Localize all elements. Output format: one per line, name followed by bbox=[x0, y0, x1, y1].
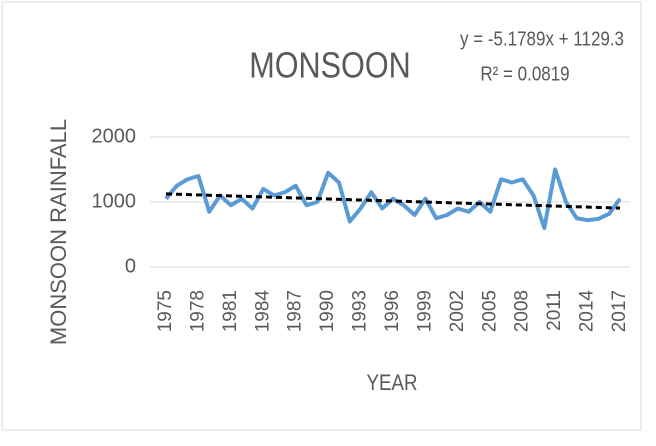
x-tick-label: 2005 bbox=[479, 290, 500, 332]
chart-title: MONSOON bbox=[249, 46, 410, 86]
trend-equation: y = -5.1789x + 1129.3 bbox=[460, 27, 624, 50]
x-tick-label: 1996 bbox=[382, 290, 403, 332]
trend-r2: R² = 0.0819 bbox=[480, 62, 569, 85]
x-tick-label: 2011 bbox=[544, 290, 565, 331]
x-tick-label: 1999 bbox=[414, 290, 435, 332]
data-line bbox=[164, 167, 622, 230]
x-tick-label: 2002 bbox=[447, 290, 468, 332]
x-tick-label: 1981 bbox=[220, 290, 241, 332]
y-tick-label: 1000 bbox=[92, 190, 137, 212]
x-tick-label: 1990 bbox=[317, 290, 338, 332]
trendline bbox=[165, 192, 621, 210]
y-tick-label: 0 bbox=[125, 255, 136, 277]
x-tick-label: 2014 bbox=[577, 290, 598, 333]
x-tick-label: 1984 bbox=[252, 290, 273, 333]
y-tick-label: 2000 bbox=[92, 125, 137, 147]
x-tick-label: 1978 bbox=[187, 290, 208, 332]
y-axis-label: MONSOON RAINFALL bbox=[46, 119, 71, 345]
x-tick-label: 2008 bbox=[512, 290, 533, 332]
x-tick-label: 1975 bbox=[155, 290, 176, 332]
x-tick-label: 2017 bbox=[609, 290, 630, 332]
x-axis-label: YEAR bbox=[367, 371, 418, 395]
x-tick-label: 1993 bbox=[350, 290, 371, 332]
x-tick-label: 1987 bbox=[285, 290, 306, 332]
chart-frame bbox=[1, 1, 642, 431]
